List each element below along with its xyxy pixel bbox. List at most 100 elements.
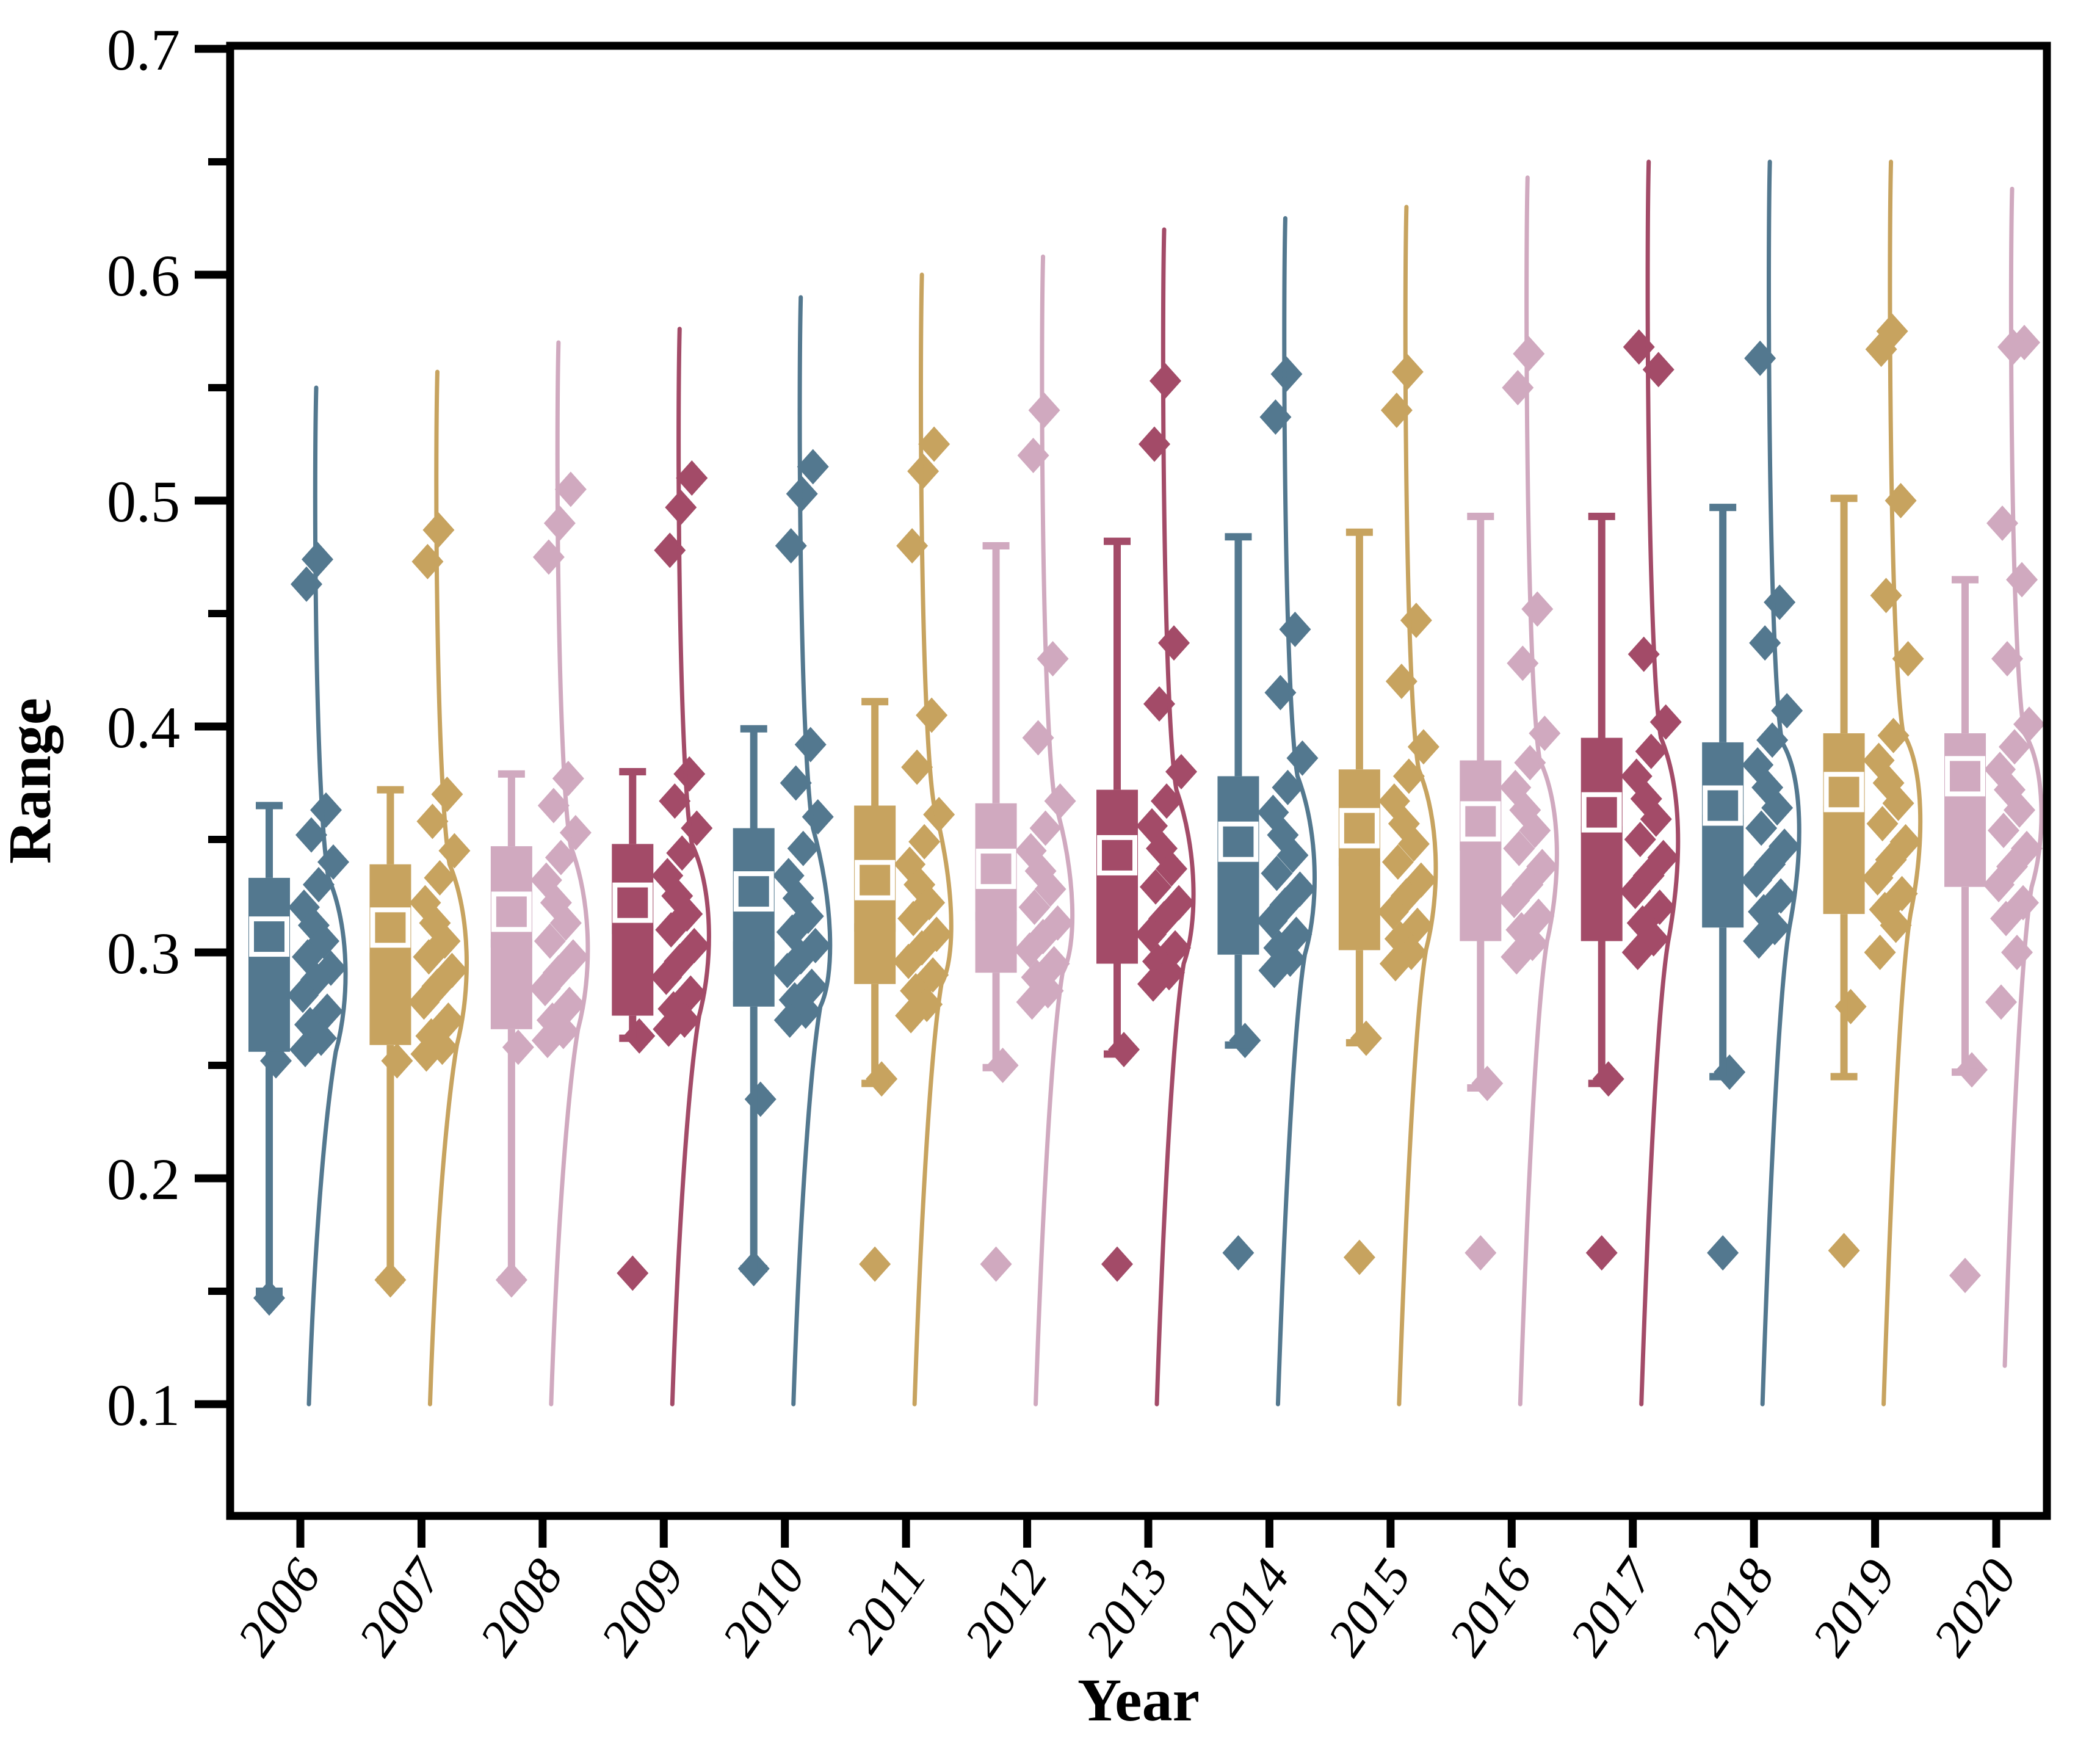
scatter-point-2010 — [744, 1081, 777, 1117]
scatter-point-2020 — [1983, 867, 2015, 902]
x-tick-label: 2010 — [711, 1549, 817, 1666]
scatter-point-2013 — [1101, 1246, 1134, 1282]
scatter-point-2011 — [918, 426, 950, 462]
scatter-point-2006 — [295, 817, 327, 853]
scatter-point-2015 — [1391, 354, 1424, 390]
scatter-point-2011 — [859, 1246, 891, 1282]
x-tick-label: 2008 — [469, 1549, 574, 1666]
scatter-point-2015 — [1381, 844, 1414, 880]
scatter-point-2010 — [802, 799, 834, 835]
scatter-point-2006 — [289, 1032, 321, 1068]
scatter-point-2015 — [1343, 1239, 1375, 1275]
scatter-point-2019 — [1870, 578, 1902, 614]
scatter-point-2019 — [1861, 860, 1894, 896]
scatter-point-2014 — [1261, 855, 1293, 891]
scatter-point-2012 — [1016, 984, 1048, 1020]
scatter-point-2011 — [908, 824, 941, 860]
mean-marker-2015 — [1339, 808, 1380, 849]
box-2016 — [1460, 760, 1502, 941]
x-tick-label: 2015 — [1317, 1549, 1422, 1666]
scatter-point-2018 — [1745, 810, 1778, 846]
scatter-point-2015 — [1350, 1020, 1382, 1056]
scatter-point-2017 — [1619, 874, 1651, 910]
scatter-point-2019 — [1880, 907, 1912, 943]
violin-curve-2014 — [1275, 216, 1317, 1407]
box-2014 — [1217, 776, 1259, 955]
scatter-point-2007 — [431, 777, 463, 812]
x-tick-label: 2006 — [226, 1549, 332, 1666]
x-tick-label: 2016 — [1438, 1549, 1543, 1666]
scatter-point-2016 — [1471, 1065, 1504, 1101]
box-2013 — [1096, 789, 1139, 964]
y-tick-label: 0.4 — [107, 695, 180, 760]
scatter-point-2009 — [650, 959, 682, 995]
scatter-point-2016 — [1501, 939, 1533, 975]
scatter-point-2007 — [408, 984, 440, 1020]
violin-curve-2007 — [427, 369, 469, 1407]
scatter-point-2014 — [1256, 903, 1288, 939]
scatter-point-2014 — [1286, 740, 1319, 776]
scatter-point-2007 — [410, 1036, 443, 1072]
scatter-point-2020 — [1997, 329, 2030, 365]
scatter-point-2016 — [1503, 830, 1535, 866]
violin-curve-2020 — [2002, 186, 2044, 1368]
scatter-point-2012 — [1022, 720, 1054, 756]
box-2007 — [369, 864, 411, 1045]
violin-curve-2009 — [670, 327, 711, 1407]
scatter-point-2008 — [549, 905, 582, 941]
scatter-point-2008 — [537, 788, 570, 824]
mean-marker-2012 — [976, 849, 1016, 890]
mean-marker-2008 — [491, 891, 532, 932]
scatter-point-2020 — [1985, 984, 2018, 1020]
scatter-point-2010 — [794, 727, 827, 763]
scatter-point-2014 — [1258, 952, 1291, 988]
scatter-point-2017 — [1585, 1235, 1618, 1271]
scatter-point-2018 — [1761, 790, 1794, 826]
scatter-point-2017 — [1623, 329, 1655, 365]
violin-curve-2019 — [1881, 159, 1923, 1407]
scatter-point-2018 — [1740, 862, 1773, 898]
scatter-point-2009 — [655, 912, 687, 948]
scatter-point-2020 — [1999, 729, 2031, 765]
scatter-point-2017 — [1621, 935, 1654, 970]
violin-curve-2008 — [549, 340, 590, 1407]
scatter-point-2009 — [659, 783, 691, 819]
scatter-point-2016 — [1519, 813, 1551, 849]
scatter-point-2014 — [1270, 356, 1303, 392]
x-tick-label: 2012 — [954, 1549, 1059, 1666]
mean-marker-2017 — [1581, 792, 1622, 833]
scatter-point-2020 — [2001, 935, 2033, 970]
x-axis-title: Year — [1077, 1666, 1200, 1734]
scatter-point-2009 — [673, 756, 706, 792]
scatter-point-2011 — [901, 749, 933, 785]
y-tick-label: 0.1 — [107, 1372, 180, 1438]
scatter-point-2007 — [381, 1043, 413, 1079]
mean-marker-2009 — [612, 882, 653, 923]
scatter-point-2018 — [1743, 923, 1775, 959]
scatter-point-2011 — [923, 797, 955, 833]
scatter-point-2013 — [1108, 1032, 1140, 1068]
scatter-point-2008 — [529, 971, 561, 1007]
x-tick-label: 2011 — [835, 1549, 938, 1663]
scatter-point-2012 — [980, 1246, 1012, 1282]
violin-curve-2016 — [1518, 175, 1559, 1407]
mean-marker-2020 — [1945, 756, 1986, 797]
violin-curve-2012 — [1034, 254, 1075, 1407]
x-tick-label: 2013 — [1074, 1549, 1180, 1666]
scatter-point-2020 — [1986, 506, 2019, 541]
scatter-point-2012 — [1029, 810, 1062, 846]
scatter-point-2010 — [787, 830, 819, 866]
box-2006 — [248, 877, 290, 1052]
y-axis-title: Range — [0, 698, 63, 864]
scatter-point-2006 — [287, 977, 319, 1013]
violin-curve-2013 — [1154, 227, 1196, 1407]
mean-marker-2010 — [733, 871, 774, 912]
scatter-point-2020 — [1988, 813, 2020, 849]
scatter-point-2008 — [545, 839, 577, 875]
box-2018 — [1702, 742, 1744, 928]
scatter-point-2014 — [1229, 1023, 1261, 1059]
scatter-point-2019 — [1866, 806, 1899, 842]
scatter-point-2019 — [1828, 1233, 1860, 1269]
scatter-point-2010 — [771, 952, 803, 988]
scatter-point-2020 — [2004, 792, 2036, 828]
